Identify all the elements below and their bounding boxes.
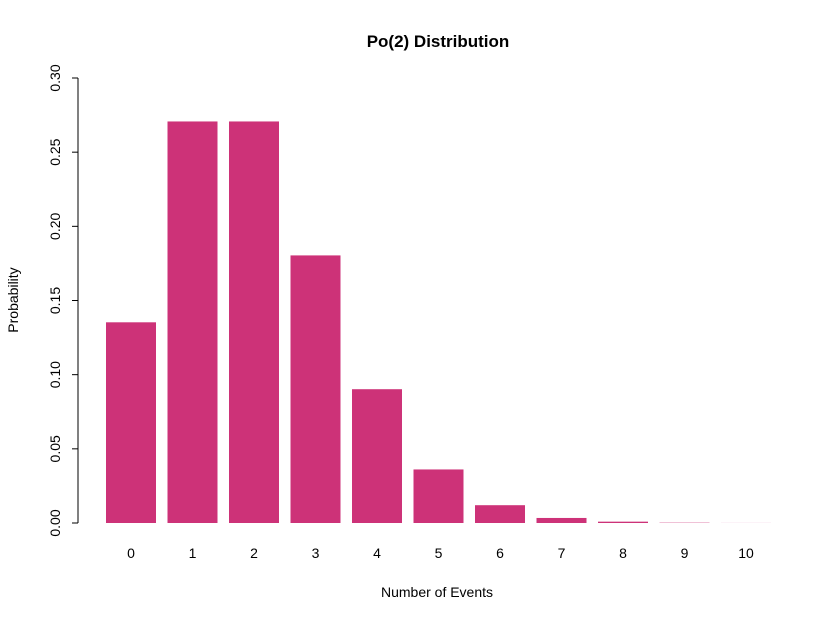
x-tick-label: 6 [496, 545, 504, 561]
y-tick-label: 0.05 [47, 435, 63, 462]
bar-7 [536, 517, 587, 523]
y-axis-label: Probability [5, 267, 21, 332]
bar-6 [475, 505, 525, 523]
bar-4 [352, 389, 402, 523]
chart-title: Po(2) Distribution [367, 32, 510, 51]
bar-3 [290, 255, 341, 523]
bar-8 [598, 521, 648, 523]
y-axis: 0.00 0.05 0.10 0.15 0.20 0.25 0.30 [47, 64, 79, 537]
x-tick-label: 7 [558, 545, 566, 561]
y-tick-label: 0.00 [47, 509, 63, 536]
x-tick-label: 8 [619, 545, 627, 561]
bar-5 [413, 469, 464, 523]
y-tick-label: 0.10 [47, 361, 63, 388]
x-tick-label: 2 [250, 545, 258, 561]
bar-1 [167, 121, 218, 523]
bars-group [106, 121, 771, 523]
bar-0 [106, 322, 156, 523]
y-tick-label: 0.15 [47, 287, 63, 314]
x-axis-label: Number of Events [381, 584, 493, 600]
x-tick-labels: 0 1 2 3 4 5 6 7 8 9 10 [127, 545, 754, 561]
x-tick-label: 5 [435, 545, 443, 561]
bar-2 [229, 121, 279, 523]
x-tick-label: 1 [189, 545, 197, 561]
y-tick-label: 0.20 [47, 212, 63, 239]
x-tick-label: 4 [373, 545, 381, 561]
x-tick-label: 0 [127, 545, 135, 561]
y-tick-label: 0.25 [47, 138, 63, 165]
x-tick-label: 3 [312, 545, 320, 561]
y-tick-label: 0.30 [47, 64, 63, 91]
x-tick-label: 10 [738, 545, 754, 561]
x-tick-label: 9 [681, 545, 689, 561]
